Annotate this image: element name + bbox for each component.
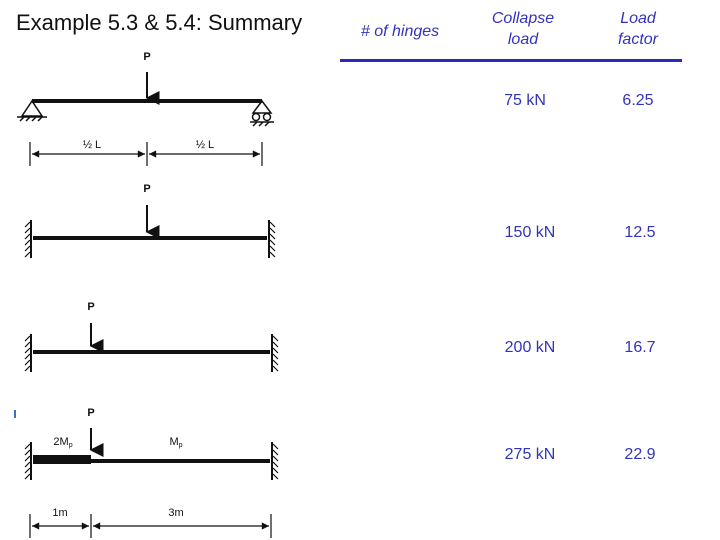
- header-collapse-load: Collapse load: [478, 8, 568, 50]
- moment-label-right: Mp: [169, 436, 182, 449]
- fixed-support-left-icon: [24, 442, 32, 480]
- load-label-2: P: [143, 183, 150, 195]
- collapse-load-row-2: 150 kN: [504, 224, 556, 241]
- roller-support-icon: [250, 99, 274, 127]
- thick-section-2mp: [33, 455, 91, 464]
- header-collapse-line1: Collapse: [491, 10, 555, 27]
- collapse-load-row-1: 75 kN: [504, 92, 546, 109]
- diagram-fixed-fixed-offset: P: [24, 301, 279, 372]
- load-factor-row-1: 6.25: [622, 92, 654, 109]
- header-factor-line2: factor: [617, 31, 658, 48]
- dim-label-right-4: 3m: [168, 507, 183, 519]
- load-factor-row-2: 12.5: [624, 224, 656, 241]
- load-factor-row-4: 22.9: [624, 446, 656, 463]
- load-label-1: P: [143, 51, 150, 63]
- dim-label-left-1: ½ L: [83, 139, 101, 151]
- fixed-support-right-icon: [271, 334, 279, 372]
- header-collapse-line2: load: [507, 31, 539, 48]
- moment-label-left: 2Mp: [53, 436, 72, 449]
- slide-title: Example 5.3 & 5.4: Summary: [16, 10, 303, 35]
- diagram-fixed-fixed-center: P: [24, 183, 276, 258]
- load-factor-row-3: 16.7: [624, 339, 656, 356]
- fixed-support-right-icon: [271, 442, 279, 480]
- collapse-load-row-3: 200 kN: [504, 339, 556, 356]
- dimension-line-4: [29, 514, 272, 538]
- header-factor-line1: Load: [620, 10, 656, 27]
- fixed-support-left-icon: [24, 334, 32, 372]
- header-load-factor: Load factor: [598, 8, 678, 50]
- fixed-support-left-icon: [24, 220, 32, 258]
- pin-support-icon: [17, 99, 47, 122]
- load-label-3: P: [87, 301, 94, 313]
- collapse-load-row-4: 275 kN: [504, 446, 556, 463]
- diagram-fixed-fixed-two-sections: P 2Mp Mp 1m 3m: [14, 407, 279, 538]
- load-label-4: P: [87, 407, 94, 419]
- header-rule: [340, 59, 682, 62]
- slide-edge-mark: [14, 410, 16, 418]
- header-hinges: # of hinges: [350, 21, 450, 42]
- dim-label-left-4: 1m: [52, 507, 67, 519]
- fixed-support-right-icon: [268, 220, 276, 258]
- dimension-line-1: [29, 142, 263, 166]
- diagram-simply-supported: P ½ L ½ L: [17, 51, 274, 166]
- header-hinges-label: # of hinges: [360, 23, 440, 40]
- dim-label-right-1: ½ L: [196, 139, 214, 151]
